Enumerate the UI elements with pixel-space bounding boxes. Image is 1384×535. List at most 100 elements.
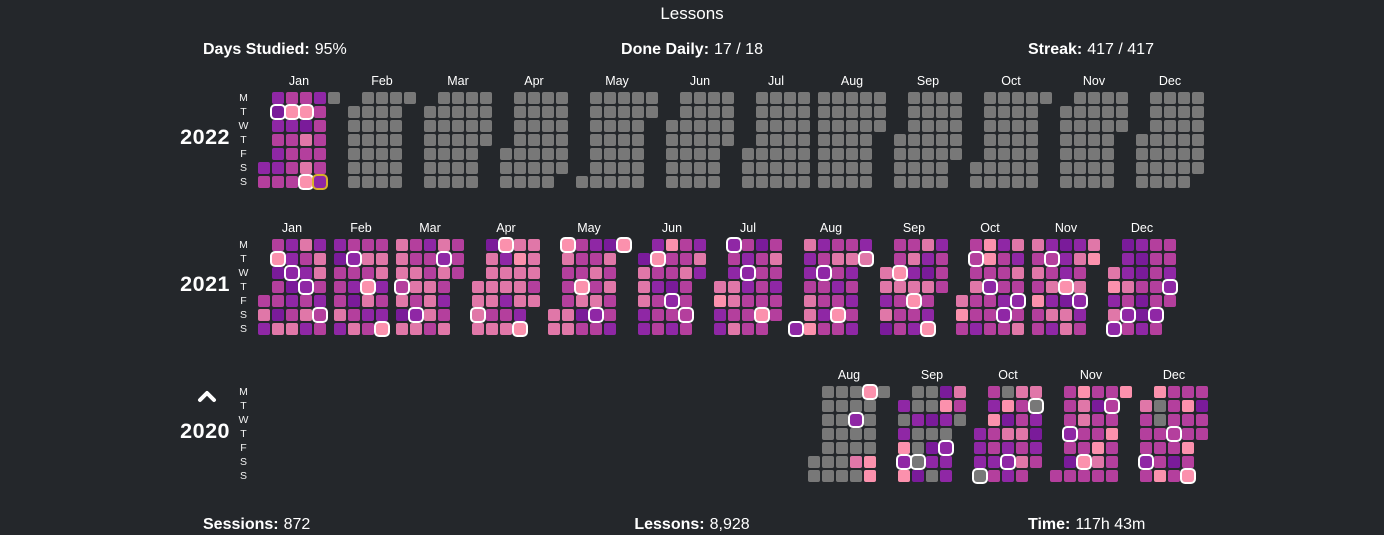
day-cell[interactable] [514,239,526,251]
day-cell[interactable] [970,281,982,293]
day-cell[interactable] [1060,281,1072,293]
day-cell[interactable] [604,253,616,265]
day-cell[interactable] [576,176,588,188]
day-cell[interactable] [300,134,312,146]
day-cell[interactable] [390,106,402,118]
day-cell[interactable] [576,281,588,293]
day-cell[interactable] [272,239,284,251]
day-cell[interactable] [956,323,968,335]
day-cell[interactable] [528,120,540,132]
day-cell[interactable] [424,309,436,321]
day-cell[interactable] [666,267,678,279]
day-cell[interactable] [1088,176,1100,188]
day-cell[interactable] [950,120,962,132]
day-cell[interactable] [376,120,388,132]
day-cell[interactable] [1192,92,1204,104]
day-cell[interactable] [912,428,924,440]
day-cell[interactable] [1074,267,1086,279]
day-cell[interactable] [950,148,962,160]
day-cell[interactable] [652,323,664,335]
day-cell[interactable] [850,414,862,426]
day-cell[interactable] [926,386,938,398]
day-cell[interactable] [376,148,388,160]
day-cell[interactable] [784,92,796,104]
day-cell[interactable] [798,148,810,160]
day-cell[interactable] [334,295,346,307]
day-cell[interactable] [348,253,360,265]
day-cell[interactable] [590,267,602,279]
day-cell[interactable] [1154,414,1166,426]
day-cell[interactable] [548,323,560,335]
day-cell[interactable] [300,253,312,265]
day-cell[interactable] [940,456,952,468]
day-cell[interactable] [908,92,920,104]
day-cell[interactable] [542,92,554,104]
day-cell[interactable] [1150,239,1162,251]
day-cell[interactable] [1032,267,1044,279]
day-cell[interactable] [984,281,996,293]
day-cell[interactable] [632,148,644,160]
day-cell[interactable] [438,92,450,104]
day-cell[interactable] [836,442,848,454]
day-cell[interactable] [376,92,388,104]
day-cell[interactable] [514,323,526,335]
day-cell[interactable] [988,428,1000,440]
day-cell[interactable] [846,281,858,293]
day-cell[interactable] [808,456,820,468]
day-cell[interactable] [950,92,962,104]
day-cell[interactable] [438,309,450,321]
day-cell[interactable] [604,295,616,307]
day-cell[interactable] [272,148,284,160]
day-cell[interactable] [1168,470,1180,482]
day-cell[interactable] [362,176,374,188]
day-cell[interactable] [348,239,360,251]
day-cell[interactable] [836,456,848,468]
day-cell[interactable] [894,176,906,188]
day-cell[interactable] [950,106,962,118]
day-cell[interactable] [272,162,284,174]
day-cell[interactable] [846,295,858,307]
day-cell[interactable] [452,239,464,251]
day-cell[interactable] [1032,281,1044,293]
day-cell[interactable] [770,162,782,174]
day-cell[interactable] [1108,309,1120,321]
day-cell[interactable] [334,253,346,265]
day-cell[interactable] [362,120,374,132]
day-cell[interactable] [708,92,720,104]
day-cell[interactable] [632,176,644,188]
day-cell[interactable] [632,162,644,174]
day-cell[interactable] [258,176,270,188]
day-cell[interactable] [956,309,968,321]
day-cell[interactable] [1064,456,1076,468]
day-cell[interactable] [1046,323,1058,335]
day-cell[interactable] [1088,148,1100,160]
day-cell[interactable] [1150,134,1162,146]
day-cell[interactable] [1122,281,1134,293]
day-cell[interactable] [1164,92,1176,104]
day-cell[interactable] [390,92,402,104]
day-cell[interactable] [880,267,892,279]
day-cell[interactable] [1030,400,1042,412]
day-cell[interactable] [1150,309,1162,321]
day-cell[interactable] [466,134,478,146]
day-cell[interactable] [908,120,920,132]
day-cell[interactable] [756,253,768,265]
day-cell[interactable] [438,162,450,174]
day-cell[interactable] [438,106,450,118]
day-cell[interactable] [846,239,858,251]
day-cell[interactable] [998,134,1010,146]
day-cell[interactable] [590,253,602,265]
day-cell[interactable] [1164,134,1176,146]
day-cell[interactable] [348,106,360,118]
day-cell[interactable] [1026,162,1038,174]
day-cell[interactable] [1040,92,1052,104]
day-cell[interactable] [770,120,782,132]
day-cell[interactable] [542,176,554,188]
day-cell[interactable] [286,253,298,265]
day-cell[interactable] [912,414,924,426]
day-cell[interactable] [1164,281,1176,293]
day-cell[interactable] [1092,428,1104,440]
day-cell[interactable] [646,92,658,104]
day-cell[interactable] [1136,281,1148,293]
day-cell[interactable] [864,386,876,398]
